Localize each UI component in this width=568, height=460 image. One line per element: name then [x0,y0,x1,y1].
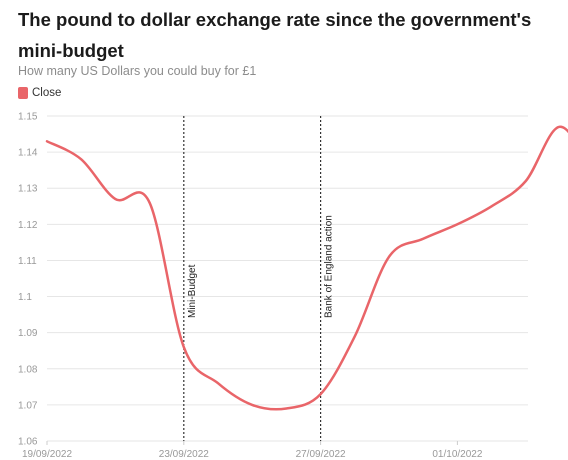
y-tick-label: 1.15 [18,112,38,123]
data-point[interactable] [352,333,358,339]
y-tick-label: 1.1 [18,292,32,303]
data-point[interactable] [78,156,84,162]
legend-label: Close [32,87,62,99]
grid-lines [47,115,528,442]
data-point[interactable] [181,344,187,350]
chart-subtitle: How many US Dollars you could buy for £1 [18,64,257,78]
data-point[interactable] [215,380,221,386]
y-tick-label: 1.08 [18,364,38,375]
y-tick-label: 1.06 [18,437,38,448]
data-point[interactable] [489,203,495,209]
x-tick-label: 23/09/2022 [159,449,209,460]
data-point[interactable] [283,406,289,412]
legend[interactable]: Close [18,87,61,99]
y-tick-label: 1.09 [18,328,38,339]
data-point[interactable] [318,391,324,397]
legend-swatch [18,87,28,99]
y-tick-label: 1.14 [18,148,38,159]
y-tick-label: 1.13 [18,184,38,195]
data-point[interactable] [44,138,50,144]
chart-title: The pound to dollar exchange rate since … [18,9,532,61]
series-line-close [45,125,568,411]
y-axis-ticks: 1.06 1.07 1.08 1.09 1.1 1.11 1.12 1.13 1.14 1.15 [18,112,38,448]
x-axis-ticks: 19/09/2022 23/09/2022 27/09/2022 01/10/2022… [22,441,483,460]
data-point[interactable] [454,221,460,227]
annotation-label: Bank of England action [324,215,335,318]
y-tick-label: 1.07 [18,400,38,411]
x-tick-label: 01/10/2022 [432,449,482,460]
data-point[interactable] [557,124,563,130]
y-tick-label: 1.12 [18,220,38,231]
x-tick-label: 19/09/2022 [22,449,72,460]
annotation-label: Mini-Budget [187,264,198,318]
series-layer [44,124,568,412]
y-tick-label: 1.11 [18,256,37,267]
data-point[interactable] [386,254,392,260]
data-point[interactable] [523,178,529,184]
data-point[interactable] [249,402,255,408]
data-point[interactable] [420,236,426,242]
data-point[interactable] [112,196,118,202]
data-point[interactable] [147,200,153,206]
x-tick-label: 27/09/2022 [296,449,346,460]
